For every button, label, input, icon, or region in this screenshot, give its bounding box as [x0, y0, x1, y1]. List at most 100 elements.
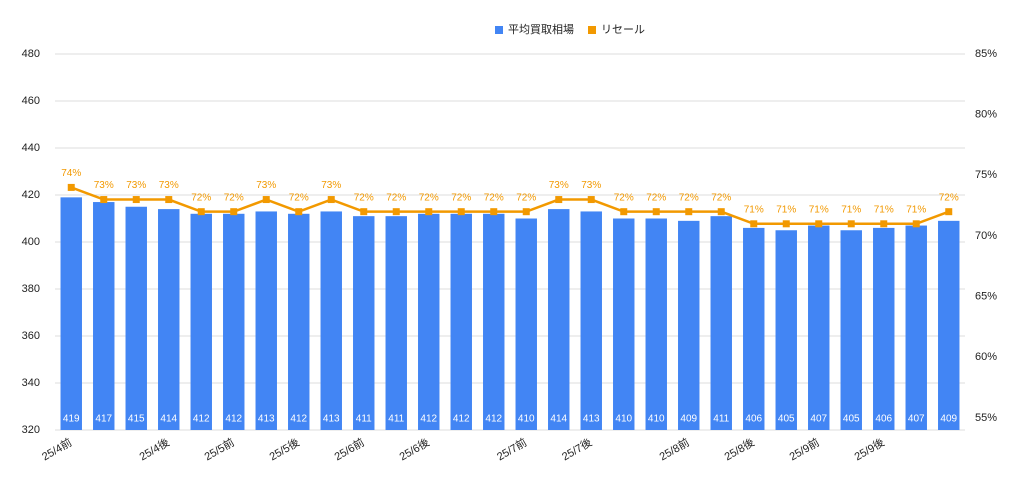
- line-marker: [295, 208, 303, 216]
- x-tick-label: 25/5後: [267, 435, 302, 463]
- x-tick-label: 25/6後: [397, 435, 432, 463]
- x-tick-label: 25/4前: [39, 435, 74, 463]
- bar: [645, 218, 667, 430]
- x-tick-label: 25/9前: [787, 435, 822, 463]
- line-marker: [67, 183, 75, 191]
- bar-value-label: 406: [745, 414, 762, 425]
- y-tick-label: 400: [22, 236, 40, 248]
- line-marker: [815, 220, 823, 228]
- bar: [288, 213, 310, 430]
- line-value-label: 71%: [776, 204, 796, 215]
- bar: [255, 211, 277, 430]
- bar: [678, 220, 700, 430]
- line-marker: [100, 196, 108, 204]
- bar-value-label: 410: [518, 414, 535, 425]
- y-tick-label: 440: [22, 142, 40, 154]
- line-marker: [587, 196, 595, 204]
- y-tick-label: 320: [22, 424, 40, 436]
- y-tick-label: 420: [22, 189, 40, 201]
- line-value-label: 73%: [159, 180, 179, 191]
- bar-value-label: 412: [290, 414, 307, 425]
- bar-value-label: 413: [323, 414, 340, 425]
- bar-value-label: 407: [810, 414, 827, 425]
- line-value-label: 73%: [94, 180, 114, 191]
- line-value-label: 72%: [711, 192, 731, 203]
- bar: [808, 225, 830, 430]
- bar-value-label: 411: [713, 414, 729, 425]
- legend-label: 平均買取相場: [508, 23, 574, 36]
- bar-value-label: 405: [843, 414, 860, 425]
- bar: [353, 216, 375, 430]
- line-marker: [132, 196, 140, 204]
- bar-value-label: 413: [583, 414, 600, 425]
- bar-value-label: 419: [63, 414, 80, 425]
- line-marker: [717, 208, 725, 216]
- bar: [125, 206, 147, 430]
- x-tick-label: 25/7後: [559, 435, 594, 463]
- line-value-label: 72%: [224, 192, 244, 203]
- y2-tick-label: 75%: [975, 169, 997, 181]
- line-value-label: 72%: [516, 192, 536, 203]
- y2-tick-label: 85%: [975, 48, 997, 60]
- line-value-label: 72%: [939, 192, 959, 203]
- line-value-label: 71%: [809, 204, 829, 215]
- legend-swatch: [588, 26, 596, 34]
- y2-tick-label: 55%: [975, 412, 997, 424]
- bar-value-label: 412: [453, 414, 470, 425]
- line-value-label: 71%: [744, 204, 764, 215]
- bar: [60, 197, 82, 430]
- line-value-label: 73%: [549, 180, 569, 191]
- line-marker: [750, 220, 758, 228]
- x-tick-label: 25/7前: [494, 435, 529, 463]
- line-marker: [230, 208, 238, 216]
- bar-value-label: 412: [420, 414, 437, 425]
- y2-tick-label: 80%: [975, 109, 997, 121]
- bar-value-label: 412: [225, 414, 242, 425]
- bar: [223, 213, 245, 430]
- line-value-label: 73%: [256, 180, 276, 191]
- x-tick-label: 25/8後: [722, 435, 757, 463]
- bar: [710, 216, 732, 430]
- bar-value-label: 417: [95, 414, 112, 425]
- x-tick-label: 25/8前: [657, 435, 692, 463]
- bar-value-label: 415: [128, 414, 145, 425]
- line-marker: [262, 196, 270, 204]
- line-marker: [522, 208, 530, 216]
- bar: [483, 213, 505, 430]
- bar-value-label: 412: [485, 414, 502, 425]
- bar-value-label: 405: [778, 414, 795, 425]
- bar: [515, 218, 537, 430]
- bar-value-label: 411: [388, 414, 404, 425]
- bar-value-label: 406: [875, 414, 892, 425]
- bar: [418, 213, 440, 430]
- line-value-label: 72%: [614, 192, 634, 203]
- bar: [320, 211, 342, 430]
- y-tick-label: 380: [22, 283, 40, 295]
- line-marker: [912, 220, 920, 228]
- x-tick-label: 25/6前: [332, 435, 367, 463]
- line-value-label: 71%: [906, 204, 926, 215]
- line: [70, 186, 950, 226]
- line-marker: [392, 208, 400, 216]
- line-marker: [880, 220, 888, 228]
- bar-value-label: 410: [615, 414, 632, 425]
- y2-tick-label: 60%: [975, 351, 997, 363]
- line-marker: [782, 220, 790, 228]
- bar: [743, 227, 765, 430]
- legend-label: リセール: [601, 23, 645, 36]
- bar-value-label: 414: [160, 414, 177, 425]
- bar: [938, 220, 960, 430]
- line-marker: [425, 208, 433, 216]
- bar: [613, 218, 635, 430]
- x-tick-label: 25/9後: [852, 435, 887, 463]
- line-value-label: 73%: [321, 180, 341, 191]
- line-value-label: 72%: [679, 192, 699, 203]
- bar: [548, 209, 570, 430]
- line-marker: [457, 208, 465, 216]
- bar: [873, 227, 895, 430]
- y2-tick-label: 65%: [975, 290, 997, 302]
- bar-value-label: 407: [908, 414, 925, 425]
- bar: [158, 209, 180, 430]
- bar-value-label: 414: [550, 414, 567, 425]
